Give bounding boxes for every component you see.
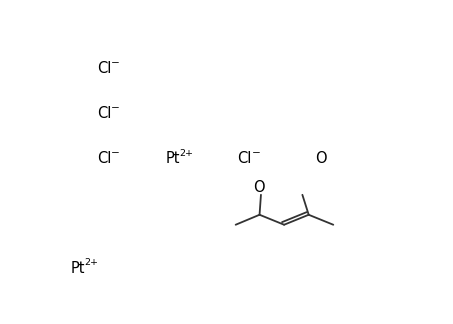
Text: −: −: [111, 58, 120, 68]
Text: −: −: [251, 148, 260, 158]
Text: O: O: [253, 180, 265, 195]
Text: 2+: 2+: [179, 149, 193, 158]
Text: Cl: Cl: [97, 151, 111, 166]
Text: Pt: Pt: [71, 261, 85, 276]
Text: Cl: Cl: [97, 61, 111, 76]
Text: −: −: [111, 148, 120, 158]
Text: 2+: 2+: [84, 259, 98, 267]
Text: O: O: [315, 151, 326, 166]
Text: Cl: Cl: [97, 106, 111, 121]
Text: −: −: [111, 103, 120, 113]
Text: Pt: Pt: [165, 151, 180, 166]
Text: Cl: Cl: [237, 151, 252, 166]
